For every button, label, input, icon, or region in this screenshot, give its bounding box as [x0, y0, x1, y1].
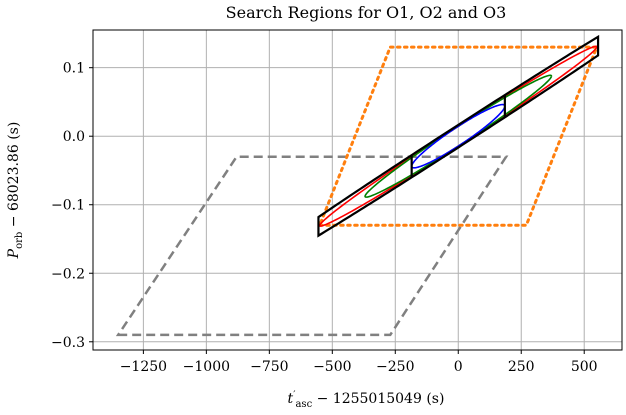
x-tick-label-4: −250: [376, 359, 414, 375]
x-axis-ticks: −1250 −1000 −750 −500 −250 0 250 500: [120, 350, 598, 375]
search-region-parallelogram-0: [115, 155, 509, 337]
plot-frame: [92, 29, 623, 351]
x-tick-label-5: 0: [454, 359, 463, 375]
combined-search-band: [317, 34, 600, 238]
x-tick-label-1: −1000: [183, 359, 230, 375]
y-tick-label-4: −0.3: [51, 335, 85, 351]
plot-area: [92, 29, 623, 351]
y-axis-ticks: 0.1 0.0 −0.1 −0.2 −0.3: [51, 61, 93, 351]
chart-title: Search Regions for O1, O2 and O3: [226, 3, 507, 22]
y-tick-label-1: 0.0: [63, 129, 85, 145]
x-tick-label-6: 250: [508, 359, 535, 375]
y-tick-label-0: 0.1: [63, 61, 85, 77]
x-tick-label-3: −500: [313, 359, 351, 375]
y-tick-label-3: −0.2: [51, 266, 85, 282]
search-ellipse-0: [318, 45, 598, 227]
x-tick-label-2: −750: [250, 359, 288, 375]
y-axis-label: Porb − 68023.86 (s): [6, 122, 25, 260]
x-axis-label: t′asc − 1255015049 (s): [288, 390, 445, 410]
y-tick-label-2: −0.1: [51, 198, 85, 214]
x-tick-label-7: 500: [571, 359, 598, 375]
x-tick-label-0: −1250: [120, 359, 167, 375]
